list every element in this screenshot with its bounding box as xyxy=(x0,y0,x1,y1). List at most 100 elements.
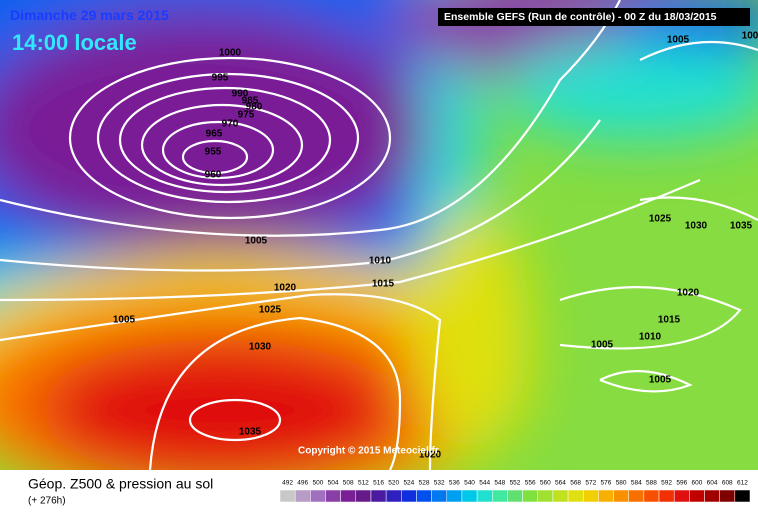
scale-swatch xyxy=(567,489,584,503)
isobar-label: 1020 xyxy=(419,450,442,461)
scale-swatch xyxy=(355,489,372,503)
isobar-label: 1030 xyxy=(685,221,708,232)
scale-label: 520 xyxy=(388,480,399,487)
color-scale: 492 496 500 504 508 512 516 520 524 528 532 536 540 5… xyxy=(279,480,751,503)
scale-swatch xyxy=(689,489,705,503)
scale-label: 596 xyxy=(676,480,687,487)
isobar-label: 990 xyxy=(232,89,249,100)
scale-label: 516 xyxy=(373,480,384,487)
scale-swatch xyxy=(719,489,736,503)
isobar-label: 1035 xyxy=(239,427,262,438)
scale-swatch xyxy=(401,489,417,503)
scale-label: 592 xyxy=(661,480,672,487)
legend-title: Géop. Z500 & pression au sol xyxy=(28,476,213,492)
model-run: Ensemble GEFS (Run de contrôle) - 00 Z d… xyxy=(444,11,717,23)
scale-swatch xyxy=(461,489,478,503)
scale-label: 540 xyxy=(464,480,475,487)
isobar-label: 955 xyxy=(205,147,222,158)
isobar-label: 1025 xyxy=(259,305,282,316)
legend-lead: (+ 276h) xyxy=(28,496,66,507)
scale-swatch xyxy=(673,489,690,503)
scale-label: 588 xyxy=(646,480,657,487)
isobar-label: 1010 xyxy=(639,332,662,343)
scale-swatch xyxy=(582,489,599,503)
scale-swatch xyxy=(492,489,508,503)
scale-label: 492 xyxy=(282,480,293,487)
scale-swatch xyxy=(613,489,629,503)
isobar-label: 1015 xyxy=(372,279,395,290)
scale-label: 544 xyxy=(479,480,490,487)
isobar-label: 1030 xyxy=(249,342,272,353)
model-box xyxy=(438,8,750,26)
scale-swatch xyxy=(734,489,751,503)
isobar-label: 1000 xyxy=(219,48,242,59)
isobar-label: 100 xyxy=(742,31,758,42)
scale-swatch xyxy=(310,489,326,503)
date: Dimanche 29 mars 2015 xyxy=(10,7,169,23)
isobar-label: 965 xyxy=(206,129,223,140)
scale-swatch xyxy=(522,489,538,503)
scale-label: 536 xyxy=(449,480,460,487)
scale-label: 552 xyxy=(510,480,521,487)
isobar-label: 1020 xyxy=(677,288,700,299)
scale-swatch xyxy=(598,489,614,503)
isobar-label: 985 xyxy=(242,96,259,107)
isobars xyxy=(0,0,758,471)
scale-swatch xyxy=(279,489,296,503)
scale-swatch xyxy=(325,489,341,503)
scale-label: 512 xyxy=(358,480,369,487)
scale-label: 560 xyxy=(540,480,551,487)
isobar-label: 1020 xyxy=(274,283,297,294)
scale-swatch xyxy=(446,489,463,503)
scale-swatch xyxy=(294,489,311,503)
scale-label: 580 xyxy=(616,480,627,487)
scale-swatch xyxy=(370,489,387,503)
scale-label: 532 xyxy=(434,480,445,487)
isobar-label: 980 xyxy=(246,102,263,113)
isobar-label: 1005 xyxy=(591,340,614,351)
scale-label: 604 xyxy=(707,480,718,487)
scale-label: 548 xyxy=(494,480,505,487)
scale-swatch xyxy=(431,489,448,503)
scale-label: 504 xyxy=(328,480,339,487)
isobar-label: 1035 xyxy=(730,221,753,232)
isobar-label: 1005 xyxy=(667,35,690,46)
scale-label: 528 xyxy=(419,480,430,487)
scale-swatch xyxy=(537,489,554,503)
isobar-label: 1005 xyxy=(113,315,136,326)
scale-swatch xyxy=(416,489,432,503)
scale-label: 608 xyxy=(722,480,733,487)
scale-swatch xyxy=(507,489,523,503)
isobar-label: 970 xyxy=(222,119,239,130)
scale-swatch xyxy=(476,489,493,503)
isobar-label: 1010 xyxy=(369,256,392,267)
scale-label: 568 xyxy=(570,480,581,487)
time: 14:00 locale xyxy=(12,30,137,55)
scale-swatch xyxy=(628,489,645,503)
scale-label: 496 xyxy=(297,480,308,487)
scale-label: 556 xyxy=(525,480,536,487)
isobar-label: 960 xyxy=(205,170,222,181)
scale-label: 524 xyxy=(403,480,414,487)
scale-swatch xyxy=(704,489,720,503)
scale-label: 572 xyxy=(585,480,596,487)
scale-label: 500 xyxy=(312,480,323,487)
scale-swatch xyxy=(552,489,569,503)
isobar-label: 995 xyxy=(212,73,229,84)
scale-label: 612 xyxy=(737,480,748,487)
isobar-label: 1015 xyxy=(658,315,681,326)
scale-label: 508 xyxy=(343,480,354,487)
scale-swatch xyxy=(340,489,357,503)
scale-label: 576 xyxy=(601,480,612,487)
scale-label: 584 xyxy=(631,480,642,487)
isobar-label: 1005 xyxy=(649,375,672,386)
copyright: Copyright © 2015 Meteociel.fr xyxy=(298,446,439,457)
scale-swatch xyxy=(658,489,675,503)
scale-swatch xyxy=(385,489,402,503)
isobar-label: 975 xyxy=(238,110,255,121)
isobar-label: 1025 xyxy=(649,214,672,225)
scale-label: 564 xyxy=(555,480,566,487)
isobar-label: 1005 xyxy=(245,236,268,247)
